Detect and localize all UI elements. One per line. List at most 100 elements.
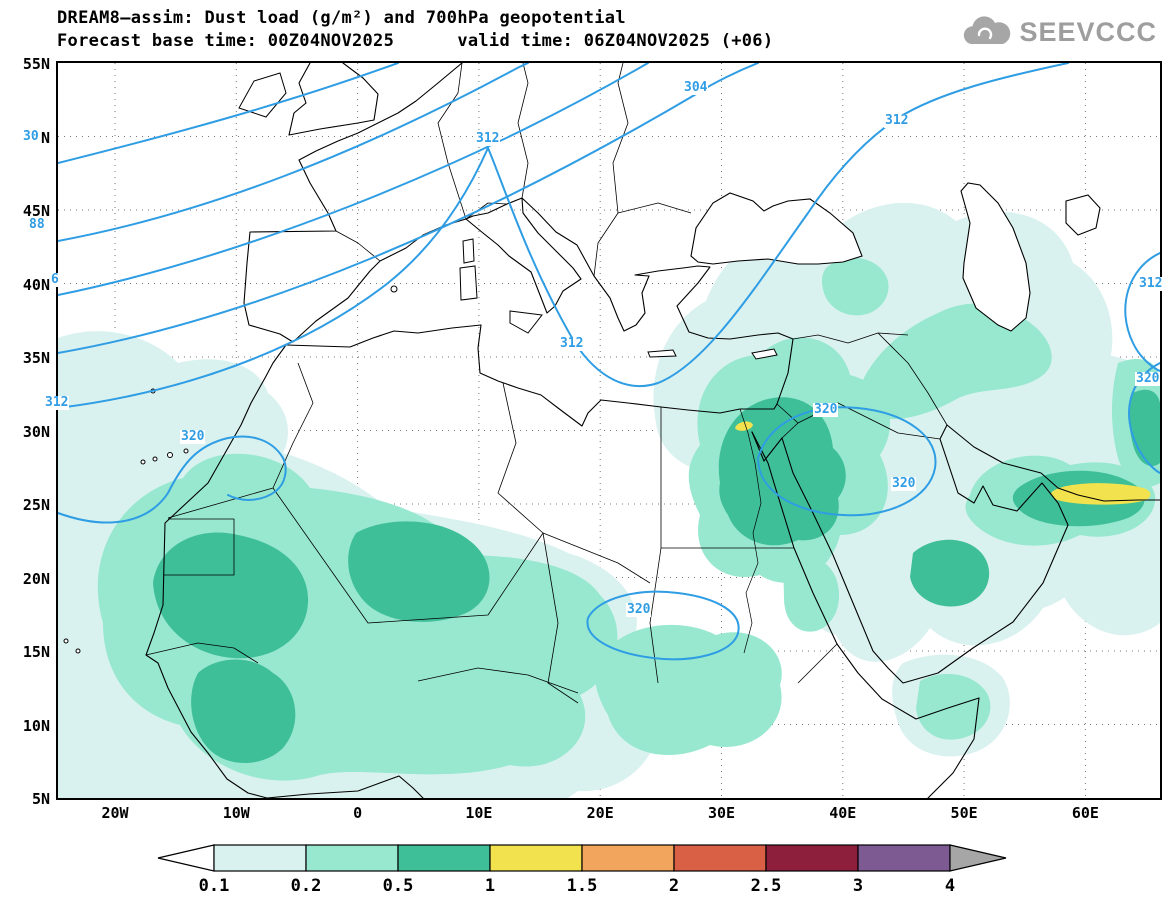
country-border	[335, 230, 381, 262]
x-axis-tick-label: 50E	[950, 804, 978, 822]
x-axis-tick-label: 40E	[829, 804, 857, 822]
map-canvas	[58, 63, 1160, 798]
colorbar-segment	[397, 844, 491, 872]
y-axis-tick-label: 5N	[31, 790, 50, 808]
coastline-path	[145, 344, 287, 798]
geopotential-contour-label: 88	[28, 217, 46, 232]
colorbar	[156, 844, 1008, 874]
colorbar-tick-label: 4	[944, 876, 956, 896]
y-axis-tick-label: 30N	[22, 422, 50, 441]
geopotential-contour-label: 312	[884, 113, 910, 128]
x-axis-tick-label: 10W	[222, 804, 250, 822]
geopotential-contour-320-chad	[586, 590, 740, 661]
country-border	[542, 532, 579, 704]
country-border	[272, 487, 544, 624]
colorbar-segment	[489, 844, 583, 872]
x-axis-tick-label: 20E	[586, 804, 614, 822]
dust-region-0.2	[595, 624, 782, 755]
x-axis-tick-label: 20W	[101, 804, 129, 822]
geopotential-contour-312	[58, 63, 1069, 409]
x-axis-tick-label: 60E	[1071, 804, 1099, 822]
y-axis-tick-label: 45N	[22, 202, 50, 220]
coastline-path	[243, 63, 463, 343]
country-border	[517, 63, 529, 199]
geopotential-contour-label: 320	[891, 476, 917, 491]
coastline-path	[946, 424, 1160, 502]
geopotential-contour-280	[58, 63, 399, 164]
colorbar-tick-label: 3	[852, 876, 864, 896]
colorbar-tick-label: 0.2	[290, 876, 322, 896]
coastline-path	[781, 424, 1069, 684]
dust-region-1	[1050, 483, 1151, 505]
x-axis-tick-label: 0	[353, 804, 363, 822]
colorbar-segment	[305, 844, 399, 872]
map-frame	[56, 61, 1162, 800]
y-axis-tick-label: 55N	[22, 55, 50, 73]
y-axis-tick-label: 35N	[22, 349, 50, 367]
country-border	[497, 382, 651, 584]
geopotential-contour-label: 320	[1135, 371, 1161, 386]
dust-region-0.5	[153, 532, 309, 659]
aral-sea-outline	[1065, 194, 1101, 236]
geopotential-contour-320-west-africa	[58, 435, 287, 524]
geopotential-contour-304	[58, 63, 759, 354]
seevccc-logo: SEEVCCC	[961, 16, 1157, 48]
colorbar-segment	[581, 844, 675, 872]
geopotential-contour-296	[58, 63, 649, 296]
geopotential-contour-label: 312	[475, 131, 501, 146]
cape-verde-island	[63, 638, 69, 644]
dust-region-0.5	[191, 659, 296, 763]
country-border	[617, 202, 692, 214]
britain-coastline	[288, 63, 379, 136]
corsica-island	[462, 238, 475, 264]
colorbar-tick-label: 0.5	[382, 876, 414, 896]
colorbar-tick-label: 0.1	[198, 876, 230, 896]
colorbar-segment	[765, 844, 859, 872]
y-axis-tick-label: 20N	[22, 569, 50, 588]
colorbar-right-arrow	[949, 844, 1007, 872]
ireland-coastline	[238, 72, 287, 118]
geopotential-contour-label: 312	[1138, 276, 1164, 291]
coastline-path	[751, 431, 783, 462]
dust-layer	[58, 202, 1160, 798]
colorbar-segment	[673, 844, 767, 872]
geopotential-contour-label: 320	[813, 402, 839, 417]
y-axis-tick-label: 15N	[22, 643, 50, 661]
crete-island	[647, 349, 677, 358]
country-border	[164, 518, 235, 576]
geopotential-contour-layer	[58, 63, 1160, 661]
nile-river	[739, 408, 762, 654]
geopotential-contour-label: 304	[683, 80, 709, 95]
colorbar-segment	[213, 844, 307, 872]
colorbar-tick-label: 2	[668, 876, 680, 896]
geopotential-contour-label: 320	[626, 602, 652, 617]
canary-island	[152, 456, 158, 462]
balearic-island	[390, 285, 398, 293]
colorbar-left-arrow	[157, 844, 215, 872]
geopotential-contour-label: 312	[44, 395, 70, 410]
geopotential-contour-312-east	[1124, 252, 1160, 372]
y-axis-tick-label: 25N	[22, 496, 50, 514]
x-axis-tick-label: 30E	[707, 804, 736, 822]
borders-layer	[145, 63, 948, 704]
dust-region-0.2	[821, 257, 889, 316]
sicily-island	[509, 310, 543, 334]
country-border	[797, 643, 838, 684]
coastline-path	[266, 775, 424, 798]
y-axis-tick-label: 10N	[22, 716, 50, 735]
cloud-icon	[964, 16, 1011, 44]
colorbar-svg	[157, 844, 1007, 872]
country-border	[145, 642, 259, 664]
country-border	[649, 547, 662, 684]
dust-region-0.5	[718, 397, 846, 546]
geopotential-contour-label: 312	[559, 336, 585, 351]
colorbar-tick-label: 1	[484, 876, 496, 896]
coastlines-layer	[63, 63, 1160, 798]
coastline-path	[285, 197, 794, 427]
colorbar-tick-label: 1.5	[566, 876, 598, 896]
sardinia-island	[459, 265, 478, 301]
chart-title: DREAM8—assim: Dust load (g/m²) and 700hP…	[57, 8, 626, 28]
geopotential-contour-288	[58, 63, 529, 242]
cape-verde-island	[75, 648, 81, 654]
